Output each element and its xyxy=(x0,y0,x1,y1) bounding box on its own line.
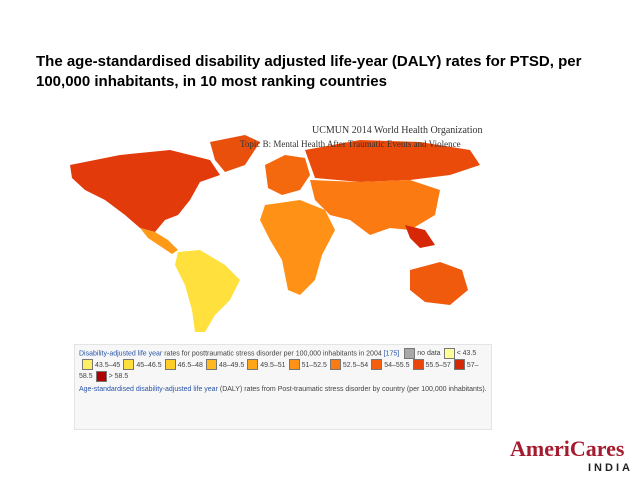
legend-swatch xyxy=(82,359,93,371)
legend-items: no data < 43.5 43.5–45 45–46.5 46.5–48 48–49.… xyxy=(79,348,479,382)
north-america xyxy=(70,150,220,232)
legend-swatch xyxy=(205,359,217,371)
legend-label: 54–55.5 xyxy=(384,361,410,369)
australia xyxy=(410,262,468,305)
africa xyxy=(260,200,335,295)
legend-label: 52.5–54 xyxy=(342,361,369,369)
legend-label: 48–49.5 xyxy=(218,361,245,369)
legend-swatch xyxy=(288,359,300,371)
legend-ref[interactable]: [175] xyxy=(383,350,400,358)
legend-caption-link[interactable]: Disability-adjusted life year xyxy=(79,350,163,358)
greenland xyxy=(210,135,260,172)
central-america xyxy=(140,228,178,254)
legend-swatch xyxy=(123,359,135,371)
north-asia xyxy=(305,140,480,182)
logo: AmeriCares xyxy=(510,436,625,461)
slide-title: The age-standardised disability adjusted… xyxy=(36,53,582,90)
legend-label: 43.5–45 xyxy=(95,361,121,369)
image-header: UCMUN 2014 World Health Organization xyxy=(312,125,483,136)
legend-note: Age-standardised disability-adjusted lif… xyxy=(79,384,487,395)
legend-label: 51–52.5 xyxy=(301,361,327,369)
southeast-asia xyxy=(405,225,435,248)
south-america xyxy=(175,250,240,332)
legend: Disability-adjusted life year rates for … xyxy=(74,344,492,430)
legend-label: 49.5–51 xyxy=(260,361,286,369)
legend-label: < 43.5 xyxy=(456,350,477,358)
legend-swatch xyxy=(247,359,259,371)
legend-label: 45–46.5 xyxy=(136,361,162,369)
legend-label: no data xyxy=(417,350,441,358)
legend-swatch xyxy=(412,359,424,371)
legend-swatch xyxy=(164,359,176,371)
legend-caption: rates for posttraumatic stress disorder … xyxy=(164,350,382,358)
note-link[interactable]: Age-standardised disability-adjusted lif… xyxy=(79,386,218,394)
legend-swatch xyxy=(453,359,465,371)
legend-label: 46.5–48 xyxy=(177,361,203,369)
legend-label: 57–58.5 xyxy=(79,361,479,381)
world-map xyxy=(70,135,480,332)
note-text: (DALY) rates from Post-traumatic stress … xyxy=(219,386,487,394)
legend-label: > 58.5 xyxy=(108,373,129,381)
asia xyxy=(310,180,440,235)
legend-swatch xyxy=(443,348,455,359)
europe xyxy=(265,155,310,195)
legend-swatch xyxy=(329,359,341,371)
legend-swatch xyxy=(371,359,383,371)
legend-swatch xyxy=(404,348,416,359)
legend-swatch xyxy=(95,370,107,382)
image-subheader: Topic B: Mental Health After Traumatic E… xyxy=(240,139,461,149)
logo-sub: INDIA xyxy=(588,462,633,474)
legend-label: 55.5–57 xyxy=(425,361,451,369)
